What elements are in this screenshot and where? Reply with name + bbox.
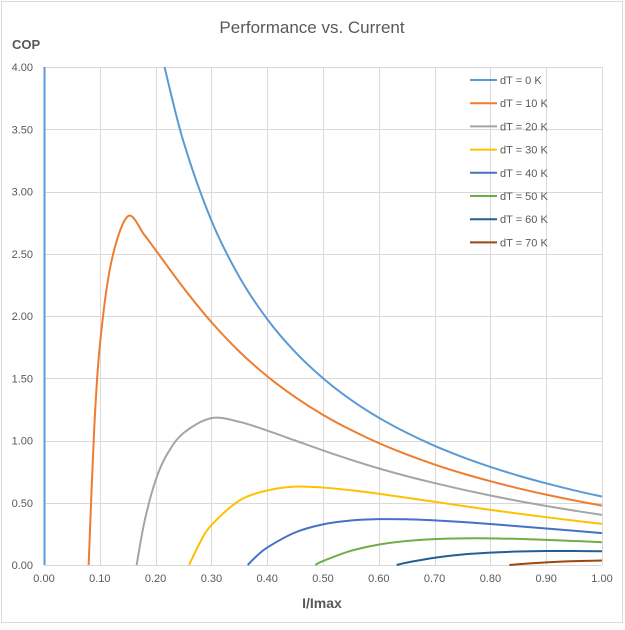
gridlines <box>44 67 603 566</box>
series-line-30k <box>188 485 603 566</box>
legend-label: dT = 30 K <box>500 145 548 157</box>
series-line-0k <box>163 67 603 498</box>
x-tick-label: 0.00 <box>33 573 54 585</box>
x-tick-label: 0.60 <box>368 573 389 585</box>
x-tick-label: 0.90 <box>535 573 556 585</box>
series-line-50k <box>314 537 603 566</box>
y-tick-label: 1.50 <box>12 373 33 385</box>
series-line-60k <box>396 550 603 566</box>
legend-label: dT = 50 K <box>500 191 548 203</box>
x-axis-label: I/Imax <box>302 595 342 611</box>
x-tick-label: 0.10 <box>89 573 110 585</box>
chart-title: Performance vs. Current <box>219 18 404 37</box>
x-tick-label: 1.00 <box>591 573 612 585</box>
x-tick-label: 0.40 <box>256 573 277 585</box>
x-tick-label: 0.50 <box>312 573 333 585</box>
legend-label: dT = 60 K <box>500 214 548 226</box>
y-tick-label: 3.00 <box>12 187 33 199</box>
legend-label: dT = 0 K <box>500 75 542 87</box>
legend-label: dT = 40 K <box>500 168 548 180</box>
y-tick-label: 3.50 <box>12 124 33 136</box>
y-tick-label: 4.00 <box>12 62 33 74</box>
series-line-20k <box>135 416 603 566</box>
series-line-40k <box>246 518 603 566</box>
y-tick-label: 1.00 <box>12 436 33 448</box>
y-tick-label: 0.50 <box>12 498 33 510</box>
y-tick-label: 0.00 <box>12 560 33 572</box>
series-group <box>87 67 603 566</box>
series-line-10k <box>87 214 603 566</box>
tick-labels: 0.00 0.10 0.20 0.30 0.40 0.50 0.60 0.70 0.80 0.90… <box>12 62 613 585</box>
legend-label: dT = 70 K <box>500 237 548 249</box>
legend-label: dT = 20 K <box>500 121 548 133</box>
legend-label: dT = 10 K <box>500 98 548 110</box>
x-tick-label: 0.70 <box>424 573 445 585</box>
y-tick-label: 2.00 <box>12 311 33 323</box>
x-tick-label: 0.80 <box>480 573 501 585</box>
y-tick-label: 2.50 <box>12 249 33 261</box>
series-line-70k <box>509 559 603 566</box>
legend: dT = 0 K dT = 10 K dT = 20 K dT = 30 K dT = … <box>470 75 548 249</box>
x-tick-label: 0.30 <box>201 573 222 585</box>
y-axis-label: COP <box>12 37 41 52</box>
x-tick-label: 0.20 <box>145 573 166 585</box>
